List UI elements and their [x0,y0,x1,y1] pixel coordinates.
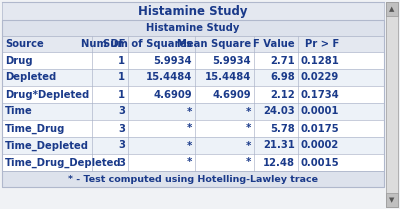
Text: 0.0001: 0.0001 [300,107,339,116]
Text: Depleted: Depleted [5,73,56,83]
Text: *: * [246,124,251,134]
Text: 12.48: 12.48 [263,158,295,167]
Text: Time_Drug_Depleted: Time_Drug_Depleted [5,157,122,168]
Text: 3: 3 [118,158,125,167]
Text: * - Test computed using Hotelling-Lawley trace: * - Test computed using Hotelling-Lawley… [68,175,318,184]
Text: Sum of Squares: Sum of Squares [103,39,192,49]
Text: 6.98: 6.98 [270,73,295,83]
Text: 0.0002: 0.0002 [301,140,339,150]
Text: Time_Depleted: Time_Depleted [5,140,89,151]
Text: *: * [246,107,251,116]
Text: *: * [186,158,192,167]
Text: 0.0015: 0.0015 [300,158,339,167]
Bar [2,154,384,171]
Text: 4.6909: 4.6909 [153,89,192,99]
Bar [386,193,398,207]
Bar [386,2,398,207]
Bar [2,137,384,154]
Text: 3: 3 [118,107,125,116]
Text: Histamine Study: Histamine Study [146,23,240,33]
Text: ▲: ▲ [389,6,395,12]
Text: 3: 3 [118,124,125,134]
Text: *: * [186,107,192,116]
Bar [2,2,384,20]
Text: 5.9934: 5.9934 [212,56,251,65]
Text: Drug: Drug [5,56,33,65]
Text: 2.12: 2.12 [270,89,295,99]
Bar [2,171,384,187]
Text: Time_Drug: Time_Drug [5,123,65,134]
Text: *: * [246,158,251,167]
Text: 4.6909: 4.6909 [212,89,251,99]
Text: 1: 1 [118,56,125,65]
Text: Histamine Study: Histamine Study [138,5,248,18]
Text: Source: Source [5,39,44,49]
Bar [2,20,384,36]
Text: 5.78: 5.78 [270,124,295,134]
Bar [2,52,384,69]
Text: *: * [186,124,192,134]
Text: 0.0175: 0.0175 [300,124,339,134]
Bar [2,20,384,187]
Bar [2,2,384,20]
Text: Num DF: Num DF [80,39,125,49]
Bar [386,2,398,16]
Text: 21.31: 21.31 [263,140,295,150]
Text: Pr > F: Pr > F [305,39,339,49]
Text: Drug*Depleted: Drug*Depleted [5,89,89,99]
Bar [2,120,384,137]
Bar [2,36,384,52]
Text: *: * [186,140,192,150]
Text: 24.03: 24.03 [264,107,295,116]
Bar [2,69,384,86]
Text: Time: Time [5,107,33,116]
Text: 1: 1 [118,89,125,99]
Bar [2,86,384,103]
Text: Mean Square: Mean Square [177,39,251,49]
Text: *: * [246,140,251,150]
Text: F Value: F Value [254,39,295,49]
Text: ▼: ▼ [389,197,395,203]
Text: 15.4484: 15.4484 [146,73,192,83]
Text: 15.4484: 15.4484 [205,73,251,83]
Text: 1: 1 [118,73,125,83]
Bar [2,103,384,120]
Text: 5.9934: 5.9934 [153,56,192,65]
Text: 3: 3 [118,140,125,150]
Text: 0.1281: 0.1281 [300,56,339,65]
Text: 0.0229: 0.0229 [301,73,339,83]
Text: 2.71: 2.71 [270,56,295,65]
Text: 0.1734: 0.1734 [300,89,339,99]
